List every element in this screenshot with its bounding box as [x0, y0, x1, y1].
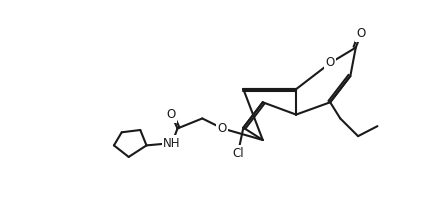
Text: O: O [326, 56, 335, 69]
Text: Cl: Cl [232, 147, 244, 159]
Text: O: O [218, 122, 227, 135]
Text: O: O [357, 27, 366, 40]
Text: NH: NH [163, 136, 181, 150]
Text: O: O [166, 108, 176, 121]
